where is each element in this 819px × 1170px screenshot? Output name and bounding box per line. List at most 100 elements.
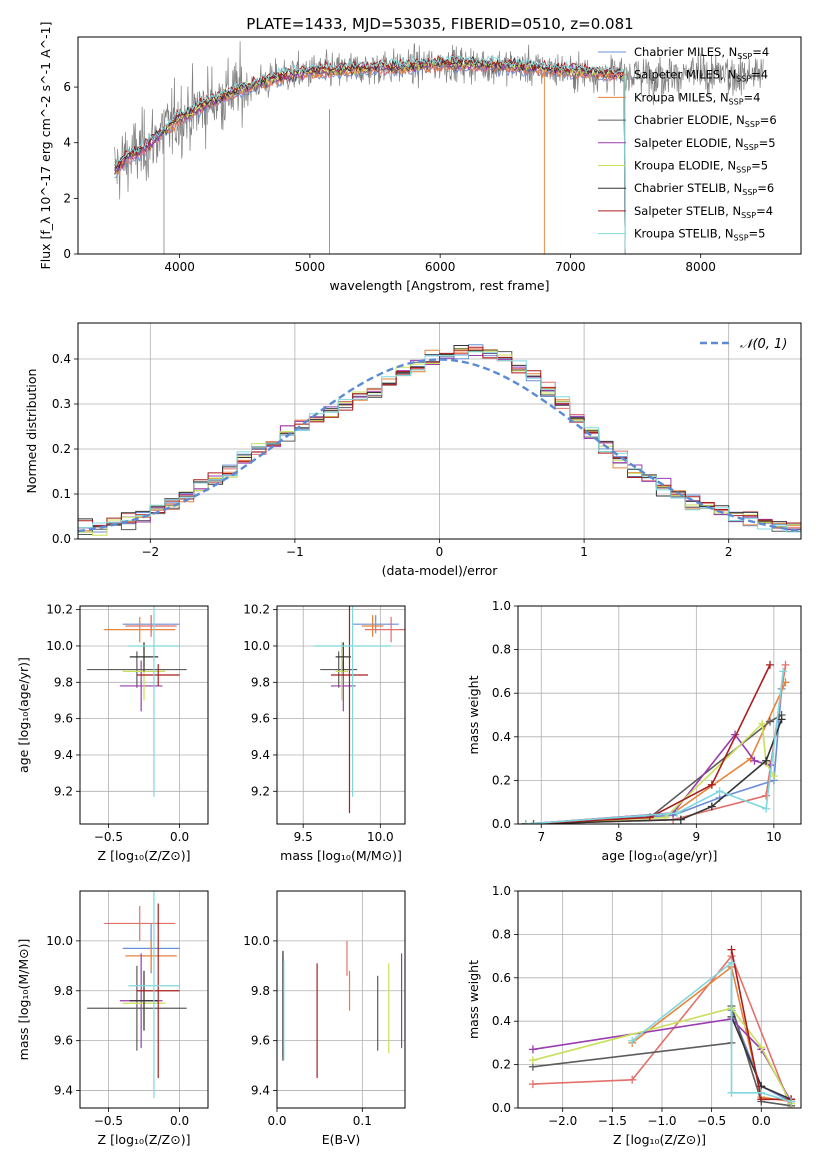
x-tick-label: 1 xyxy=(580,545,588,559)
data-point-marker xyxy=(757,1088,766,1097)
data-point-marker xyxy=(769,772,778,781)
legend-text: Kroupa ELODIE, N xyxy=(634,159,736,173)
y-axis-label: Normed distribution xyxy=(24,369,39,494)
legend-value: =6 xyxy=(757,181,774,195)
x-tick-label: 0 xyxy=(436,545,444,559)
x-tick-label: 0.0 xyxy=(267,1114,286,1128)
axes-frame: −0.5 0.0 9.2 9.4 9.6 9.8 10.0 10.2 Z [log₁₀(Z/Z⊙… xyxy=(16,603,209,863)
data-point-marker xyxy=(628,1075,637,1084)
mass-weight-series-line xyxy=(525,688,783,824)
legend-entry-label: Salpeter MILES, NSSP=4 xyxy=(634,68,768,84)
y-tick-label: 10.0 xyxy=(243,934,270,948)
legend-value: =5 xyxy=(751,159,768,173)
y-tick-label: 0.4 xyxy=(492,730,511,744)
legend-entry-label: Salpeter ELODIE, NSSP=5 xyxy=(634,136,776,152)
axes-border xyxy=(517,890,802,1109)
data-point-marker xyxy=(727,945,736,954)
data-point-marker xyxy=(787,1097,796,1106)
normal-distribution-curve xyxy=(78,358,801,533)
y-tick-label: 0.2 xyxy=(52,442,71,456)
axes-frame: 7 8 9 10 0.0 0.2 0.4 0.6 0.8 1.0 age [log₁₀(age/yr… xyxy=(466,599,802,863)
legend-text: Kroupa STELIB, N xyxy=(634,227,734,241)
x-tick-label: −2.0 xyxy=(548,1114,577,1128)
data-point-marker xyxy=(779,667,788,676)
legend-subscript: SSP xyxy=(741,211,756,220)
x-tick-label: 7 xyxy=(537,830,545,844)
x-tick-label: 9.5 xyxy=(294,830,313,844)
plot-area xyxy=(114,41,764,254)
age-vs-metallicity-plot: −0.5 0.0 9.2 9.4 9.6 9.8 10.0 10.2 Z [log₁₀(Z/Z⊙… xyxy=(16,603,209,863)
data-point-marker xyxy=(528,1080,537,1089)
legend-subscript: SSP xyxy=(744,143,759,152)
figure-title: PLATE=1433, MJD=53035, FIBERID=0510, z=0… xyxy=(246,15,633,33)
x-tick-label: 8000 xyxy=(685,260,716,274)
y-tick-label: 9.8 xyxy=(54,984,73,998)
x-axis-label: age [log₁₀(age/yr)] xyxy=(602,848,718,863)
axes-frame: 0.0 0.1 9.4 9.6 9.8 10.0 E(B-V) xyxy=(243,890,406,1147)
x-axis-label: E(B-V) xyxy=(322,1132,361,1147)
histogram-step-line xyxy=(78,351,801,533)
x-tick-label: −1 xyxy=(286,545,304,559)
legend-text: Chabrier ELODIE, N xyxy=(634,113,745,127)
legend-entry-label: Kroupa MILES, NSSP=4 xyxy=(634,90,760,106)
y-tick-label: 9.2 xyxy=(251,784,270,798)
data-point-marker xyxy=(628,1036,637,1045)
y-tick-label: 9.2 xyxy=(54,784,73,798)
y-tick-label: 0.4 xyxy=(492,1014,511,1028)
y-tick-label: 9.4 xyxy=(54,748,73,762)
y-tick-label: 9.6 xyxy=(251,1034,270,1048)
x-tick-label: −0.5 xyxy=(94,1114,123,1128)
axes-frame: −0.5 0.0 9.4 9.6 9.8 10.0 Z [log₁₀(Z/Z⊙)] mass … xyxy=(16,890,209,1147)
axes-frame: −2 −1 0 1 2 0.0 0.1 0.2 0.3 0.4 (data-model)/error… xyxy=(24,322,802,578)
legend-value: =5 xyxy=(749,227,766,241)
axes-frame: 9.5 10.0 9.2 9.4 9.6 9.8 10.0 10.2 mass [log₁₀(M… xyxy=(243,603,406,863)
y-tick-label: 9.4 xyxy=(251,1084,270,1098)
x-tick-label: 5000 xyxy=(295,260,326,274)
y-tick-label: 10.0 xyxy=(46,934,73,948)
model-fit-line xyxy=(114,59,626,254)
x-tick-label: 10.0 xyxy=(367,830,394,844)
legend-subscript: SSP xyxy=(729,97,744,106)
x-axis-label: Z [log₁₀(Z/Z⊙)] xyxy=(613,1132,706,1147)
legend-entry-label: Chabrier STELIB, NSSP=6 xyxy=(634,181,774,197)
data-point-marker xyxy=(750,756,759,765)
y-tick-label: 10.2 xyxy=(243,603,270,617)
spectrum-plot: 4000 5000 6000 7000 8000 0 2 4 6 wavelength [Angs… xyxy=(38,22,802,293)
legend-value: =6 xyxy=(760,113,777,127)
legend-value: =4 xyxy=(756,204,773,218)
data-point-marker xyxy=(676,815,685,824)
data-point-marker xyxy=(758,719,767,728)
y-tick-label: 0 xyxy=(63,247,71,261)
y-axis-label: age [log₁₀(age/yr)] xyxy=(16,657,31,773)
model-fit-line xyxy=(114,54,626,254)
legend-entry-label: Kroupa ELODIE, NSSP=5 xyxy=(634,159,768,175)
legend-text: Chabrier STELIB, N xyxy=(634,181,742,195)
y-tick-label: 10.2 xyxy=(46,603,73,617)
mass-weight-series-line xyxy=(525,733,771,824)
y-axis-label: mass weight xyxy=(466,960,481,1039)
data-point-marker xyxy=(781,678,790,687)
axes-border xyxy=(77,36,802,255)
legend-entry-label: Chabrier ELODIE, NSSP=6 xyxy=(634,113,777,129)
x-tick-label: −0.5 xyxy=(94,830,123,844)
y-tick-label: 0.8 xyxy=(492,927,511,941)
data-point-marker xyxy=(727,958,736,967)
legend-entry-label: Salpeter STELIB, NSSP=4 xyxy=(634,204,773,220)
y-tick-label: 6 xyxy=(63,80,71,94)
plot-area xyxy=(314,606,405,814)
x-tick-label: 0.1 xyxy=(353,1114,372,1128)
x-tick-label: 7000 xyxy=(555,260,586,274)
x-tick-label: −1.5 xyxy=(598,1114,627,1128)
plot-area xyxy=(282,940,403,1079)
model-fit-line xyxy=(114,58,626,254)
mass-vs-extinction-plot: 0.0 0.1 9.4 9.6 9.8 10.0 E(B-V) xyxy=(243,890,406,1147)
legend-entry-label: Chabrier MILES, NSSP=4 xyxy=(634,45,769,61)
y-tick-label: 1.0 xyxy=(492,884,511,898)
x-axis-label: (data-model)/error xyxy=(382,563,499,578)
data-point-marker xyxy=(762,756,771,765)
data-point-marker xyxy=(707,780,716,789)
legend-subscript: SSP xyxy=(737,52,752,61)
axes-border xyxy=(276,890,406,1109)
mass-weight-series-line xyxy=(532,954,792,1108)
